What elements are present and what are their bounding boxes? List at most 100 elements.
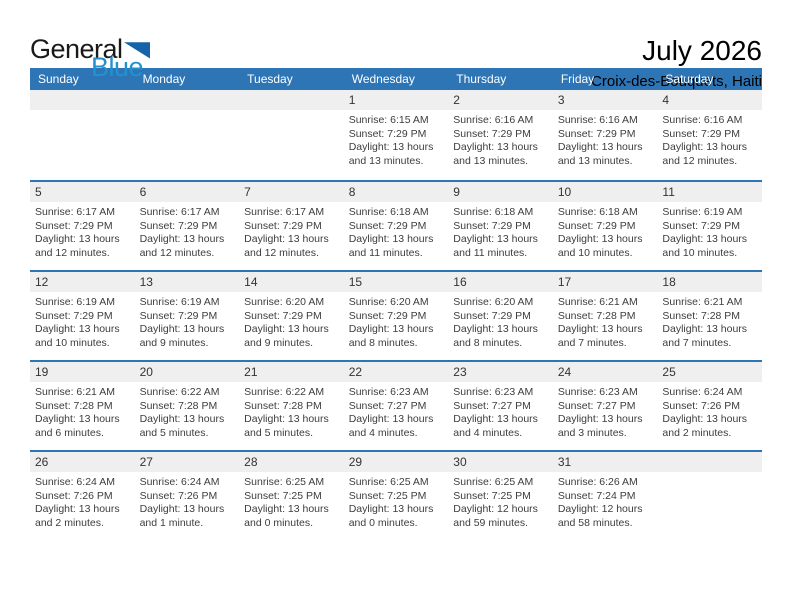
day-number: 19 (30, 362, 135, 382)
day-cell-21: 21 Sunrise: 6:22 AM Sunset: 7:28 PM Dayligh… (239, 362, 344, 450)
sunrise-text: Sunrise: 6:20 AM (244, 296, 325, 308)
day-info: Sunrise: 6:23 AM Sunset: 7:27 PM Daylight:… (344, 382, 449, 440)
daylight-text-line2: and 0 minutes. (348, 516, 418, 529)
day-number: 30 (448, 452, 553, 472)
daylight-text-line2: and 58 minutes. (557, 516, 633, 529)
day-number: 5 (30, 182, 135, 202)
topbar: General Blue July 2026 Croix-des-Bouquet… (30, 0, 762, 91)
sunrise-text: Sunrise: 6:23 AM (557, 386, 638, 398)
day-number: 15 (343, 272, 449, 292)
daylight-text-line2: and 8 minutes. (453, 336, 523, 349)
daylight-text-line1: Daylight: 13 hours (139, 233, 225, 245)
daylight-text-line2: and 1 minute. (139, 516, 204, 529)
day-info: Sunrise: 6:24 AM Sunset: 7:26 PM Daylight:… (657, 382, 762, 440)
day-number: 3 (552, 90, 658, 110)
week-row: 26 Sunrise: 6:24 AM Sunset: 7:26 PM Dayligh… (30, 450, 762, 540)
day-cell-empty (134, 90, 240, 180)
daylight-text-line1: Daylight: 13 hours (453, 413, 538, 425)
sunset-text: Sunset: 7:29 PM (662, 127, 741, 140)
day-header-monday: Monday (142, 72, 186, 86)
day-cell-11: 11 Sunrise: 6:19 AM Sunset: 7:29 PM Dayligh… (657, 182, 762, 270)
sunrise-text: Sunrise: 6:18 AM (453, 206, 534, 218)
day-info: Sunrise: 6:17 AM Sunset: 7:29 PM Daylight:… (239, 202, 344, 260)
day-header-saturday: Saturday (665, 72, 714, 86)
day-number: 23 (448, 362, 553, 382)
sunset-text: Sunset: 7:28 PM (662, 309, 741, 322)
day-info: Sunrise: 6:20 AM Sunset: 7:29 PM Daylight:… (239, 292, 344, 350)
day-cell-empty (239, 90, 344, 180)
day-info: Sunrise: 6:21 AM Sunset: 7:28 PM Daylight:… (30, 382, 135, 440)
day-number: 20 (134, 362, 240, 382)
day-cell-empty (30, 90, 135, 180)
day-cell-17: 17 Sunrise: 6:21 AM Sunset: 7:28 PM Dayligh… (552, 272, 658, 360)
sunset-text: Sunset: 7:29 PM (453, 127, 531, 140)
daylight-text-line1: Daylight: 13 hours (557, 141, 643, 153)
sunrise-text: Sunrise: 6:25 AM (244, 476, 325, 488)
daylight-text-line1: Daylight: 13 hours (139, 503, 225, 515)
day-cell-10: 10 Sunrise: 6:18 AM Sunset: 7:29 PM Dayligh… (552, 182, 658, 270)
daylight-text-line1: Daylight: 13 hours (453, 323, 538, 335)
sunset-text: Sunset: 7:29 PM (453, 219, 531, 232)
day-header-sunday: Sunday (38, 72, 79, 86)
day-cell-1: 1 Sunrise: 6:15 AM Sunset: 7:29 PM Daylight… (343, 90, 449, 180)
sunrise-text: Sunrise: 6:20 AM (453, 296, 534, 308)
daylight-text-line2: and 10 minutes. (557, 246, 633, 259)
sunset-text: Sunset: 7:28 PM (139, 399, 218, 412)
sunset-text: Sunset: 7:29 PM (244, 309, 322, 322)
week-row: 19 Sunrise: 6:21 AM Sunset: 7:28 PM Dayligh… (30, 360, 762, 450)
week-row: 12 Sunrise: 6:19 AM Sunset: 7:29 PM Dayligh… (30, 270, 762, 360)
day-number: 21 (239, 362, 344, 382)
daylight-text-line1: Daylight: 13 hours (35, 233, 120, 245)
logo-triangle-icon (123, 42, 150, 59)
day-cell-9: 9 Sunrise: 6:18 AM Sunset: 7:29 PM Daylight… (448, 182, 553, 270)
daylight-text-line2: and 3 minutes. (557, 426, 627, 439)
day-info: Sunrise: 6:19 AM Sunset: 7:29 PM Daylight:… (657, 202, 762, 260)
daylight-text-line2: and 12 minutes. (139, 246, 215, 259)
day-info: Sunrise: 6:20 AM Sunset: 7:29 PM Daylight:… (448, 292, 553, 350)
daylight-text-line1: Daylight: 13 hours (35, 323, 120, 335)
day-info: Sunrise: 6:16 AM Sunset: 7:29 PM Daylight:… (448, 110, 553, 168)
sunrise-text: Sunrise: 6:16 AM (662, 114, 743, 126)
sunrise-text: Sunrise: 6:23 AM (348, 386, 429, 398)
daylight-text-line2: and 10 minutes. (662, 246, 738, 259)
day-cell-2: 2 Sunrise: 6:16 AM Sunset: 7:29 PM Daylight… (448, 90, 553, 180)
day-number: 16 (448, 272, 553, 292)
daylight-text-line1: Daylight: 13 hours (348, 503, 434, 515)
sunset-text: Sunset: 7:29 PM (662, 219, 741, 232)
sunrise-text: Sunrise: 6:21 AM (662, 296, 743, 308)
day-info: Sunrise: 6:18 AM Sunset: 7:29 PM Daylight:… (553, 202, 658, 260)
daylight-text-line2: and 12 minutes. (244, 246, 319, 259)
day-info: Sunrise: 6:16 AM Sunset: 7:29 PM Daylight:… (553, 110, 658, 168)
day-header-wednesday: Wednesday (351, 72, 415, 86)
daylight-text-line1: Daylight: 13 hours (348, 141, 434, 153)
sunset-text: Sunset: 7:29 PM (557, 127, 636, 140)
day-number (30, 90, 135, 110)
day-cell-13: 13 Sunrise: 6:19 AM Sunset: 7:29 PM Dayligh… (134, 272, 240, 360)
sunrise-text: Sunrise: 6:16 AM (557, 114, 638, 126)
day-cell-20: 20 Sunrise: 6:22 AM Sunset: 7:28 PM Dayligh… (134, 362, 240, 450)
sunset-text: Sunset: 7:27 PM (557, 399, 636, 412)
daylight-text-line2: and 9 minutes. (244, 336, 314, 349)
day-cell-6: 6 Sunrise: 6:17 AM Sunset: 7:29 PM Daylight… (134, 182, 240, 270)
day-number: 25 (657, 362, 762, 382)
daylight-text-line1: Daylight: 13 hours (453, 233, 538, 245)
sunset-text: Sunset: 7:27 PM (453, 399, 531, 412)
day-number: 8 (343, 182, 449, 202)
sunrise-text: Sunrise: 6:19 AM (139, 296, 220, 308)
sunset-text: Sunset: 7:25 PM (348, 489, 427, 502)
daylight-text-line1: Daylight: 13 hours (244, 503, 329, 515)
day-number: 28 (239, 452, 344, 472)
day-cell-27: 27 Sunrise: 6:24 AM Sunset: 7:26 PM Dayligh… (134, 452, 240, 540)
daylight-text-line1: Daylight: 13 hours (557, 233, 643, 245)
day-cell-8: 8 Sunrise: 6:18 AM Sunset: 7:29 PM Daylight… (343, 182, 449, 270)
week-row: 1 Sunrise: 6:15 AM Sunset: 7:29 PM Daylight… (30, 90, 762, 180)
calendar: Sunday Monday Tuesday Wednesday Thursday Frid… (30, 68, 762, 540)
day-cell-7: 7 Sunrise: 6:17 AM Sunset: 7:29 PM Daylight… (239, 182, 344, 270)
day-cell-25: 25 Sunrise: 6:24 AM Sunset: 7:26 PM Dayligh… (657, 362, 762, 450)
day-info: Sunrise: 6:19 AM Sunset: 7:29 PM Daylight:… (30, 292, 135, 350)
daylight-text-line1: Daylight: 13 hours (244, 413, 329, 425)
daylight-text-line2: and 10 minutes. (35, 336, 110, 349)
sunrise-text: Sunrise: 6:17 AM (244, 206, 325, 218)
sunrise-text: Sunrise: 6:21 AM (557, 296, 638, 308)
daylight-text-line2: and 4 minutes. (348, 426, 418, 439)
